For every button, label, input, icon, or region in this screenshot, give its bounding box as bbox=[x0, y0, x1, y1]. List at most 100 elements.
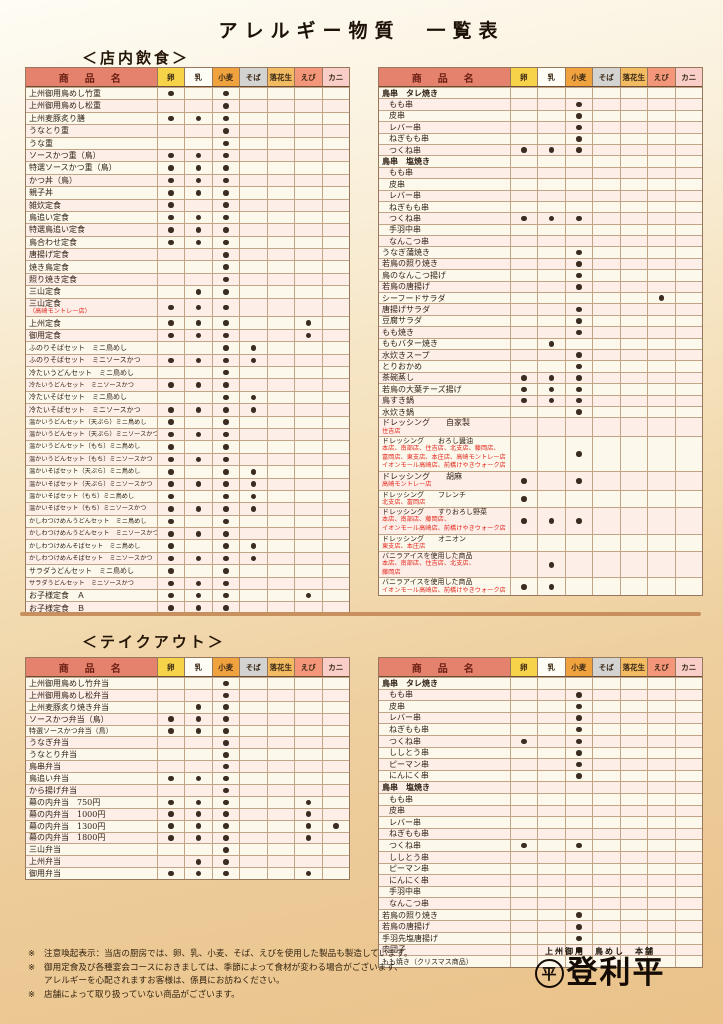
allergen-dot bbox=[576, 386, 582, 393]
item-label-cell: 唐揚げサラダ bbox=[379, 304, 510, 314]
allergen-cell bbox=[592, 213, 620, 224]
allergen-cell bbox=[184, 112, 212, 125]
allergen-dot bbox=[195, 704, 201, 710]
allergen-cell bbox=[647, 689, 675, 701]
item-label-cell: ソースかつ重（鳥） bbox=[26, 150, 157, 161]
allergen-dot bbox=[195, 592, 201, 599]
allergen-cell bbox=[211, 701, 240, 713]
allergen-cell bbox=[211, 832, 240, 844]
allergen-cell bbox=[619, 724, 648, 735]
allergen-cell bbox=[509, 759, 538, 770]
table-row: うな重 bbox=[26, 136, 349, 149]
allergen-cell bbox=[156, 416, 185, 428]
table-row: ドレッシング おろし醤油 本店、南部店、住吉店、北支店、藤岡店、 富岡店、東支店、本… bbox=[379, 436, 702, 471]
allergen-cell bbox=[647, 224, 675, 236]
store-note: イオンモール高崎店、前橋けやきウォーク店 bbox=[382, 462, 506, 470]
allergen-cell bbox=[509, 418, 538, 437]
allergen-cell bbox=[537, 190, 565, 201]
allergen-cell bbox=[647, 840, 675, 851]
item-label-cell: 温かいそばセット（もち）ミニソースかつ bbox=[26, 503, 157, 514]
allergen-cell bbox=[674, 190, 703, 201]
allergen-cell bbox=[239, 678, 267, 689]
allergen-cell bbox=[619, 534, 648, 552]
allergen-cell bbox=[156, 199, 185, 211]
item-label: 温かいうどんセット（もち）ミニ鳥めし bbox=[29, 443, 141, 451]
allergen-cell bbox=[509, 735, 538, 747]
allergen-cell bbox=[156, 88, 185, 100]
allergen-cell bbox=[674, 921, 703, 933]
allergen-dot bbox=[195, 357, 201, 364]
allergen-cell bbox=[537, 167, 565, 179]
allergen-cell bbox=[509, 933, 538, 944]
allergen-cell bbox=[184, 342, 212, 354]
item-label-cell: ドレッシング フレンチ 北支店、富岡店 bbox=[379, 491, 510, 508]
allergen-cell bbox=[239, 515, 267, 528]
allergen-cell bbox=[211, 298, 240, 317]
allergen-cell bbox=[211, 844, 240, 856]
allergen-cell bbox=[619, 236, 648, 247]
allergen-cell bbox=[674, 406, 703, 418]
allergen-dot bbox=[223, 493, 229, 500]
allergen-cell bbox=[321, 761, 350, 773]
allergen-cell bbox=[156, 137, 185, 149]
allergen-dot bbox=[195, 165, 201, 171]
table-row: 上州御用鳥めし松弁当 bbox=[26, 688, 349, 701]
allergen-dot bbox=[168, 407, 174, 413]
allergen-cell bbox=[156, 749, 185, 761]
item-label-cell: ねぎもも串 bbox=[379, 202, 510, 212]
allergen-cell bbox=[537, 817, 565, 828]
allergen-cell bbox=[184, 416, 212, 428]
allergen-cell bbox=[619, 759, 648, 770]
allergen-cell bbox=[674, 384, 703, 395]
allergen-cell bbox=[156, 577, 185, 590]
allergen-cell bbox=[266, 416, 295, 428]
allergen-cell bbox=[266, 298, 295, 317]
item-label-cell: うな重 bbox=[26, 138, 157, 149]
allergen-cell bbox=[321, 577, 350, 590]
allergen-cell bbox=[509, 851, 538, 863]
column-header-allergen: えび bbox=[294, 68, 322, 86]
table-row: 若鳥の大葉チーズ揚げ bbox=[379, 383, 703, 395]
store-note: 東支店、本庄店 bbox=[382, 542, 426, 550]
allergen-cell bbox=[239, 590, 267, 602]
allergen-dot bbox=[223, 177, 229, 184]
allergen-cell bbox=[647, 179, 675, 190]
item-label-cell: つくね串 bbox=[379, 213, 510, 223]
allergen-dot bbox=[521, 375, 527, 381]
allergen-cell bbox=[592, 490, 620, 508]
allergen-cell bbox=[509, 490, 538, 508]
allergen-cell bbox=[592, 933, 620, 944]
allergen-cell bbox=[294, 453, 322, 466]
allergen-cell bbox=[211, 174, 240, 187]
item-label-cell: 皮串 bbox=[379, 179, 510, 189]
allergen-cell bbox=[211, 416, 240, 428]
allergen-cell bbox=[294, 249, 322, 261]
allergen-dot bbox=[223, 190, 229, 196]
allergen-cell bbox=[184, 453, 212, 466]
column-header-name: 商 品 名 bbox=[58, 73, 124, 85]
allergen-cell bbox=[239, 125, 267, 137]
allergen-cell bbox=[619, 338, 648, 349]
allergen-cell bbox=[211, 249, 240, 261]
table-row: なんこつ串 bbox=[379, 235, 702, 247]
allergen-cell bbox=[294, 515, 322, 528]
allergen-cell bbox=[211, 286, 240, 298]
allergen-cell bbox=[211, 808, 240, 820]
allergen-cell bbox=[509, 361, 538, 372]
allergen-cell bbox=[537, 921, 565, 933]
allergen-cell bbox=[592, 534, 620, 552]
allergen-cell bbox=[564, 735, 593, 747]
allergen-cell bbox=[266, 856, 295, 868]
allergen-cell bbox=[266, 261, 295, 273]
allergen-cell bbox=[674, 167, 703, 179]
allergen-cell bbox=[674, 678, 703, 689]
table-row: かつ丼（鳥） bbox=[26, 173, 349, 187]
allergen-cell bbox=[184, 404, 212, 416]
item-label: 肉団子 bbox=[382, 945, 406, 955]
allergen-dot bbox=[223, 568, 229, 574]
allergen-cell bbox=[239, 749, 267, 761]
allergen-dot bbox=[195, 506, 201, 512]
allergen-cell bbox=[321, 162, 350, 174]
allergen-dot bbox=[576, 113, 582, 119]
table-row: ししとう串 bbox=[379, 850, 702, 863]
